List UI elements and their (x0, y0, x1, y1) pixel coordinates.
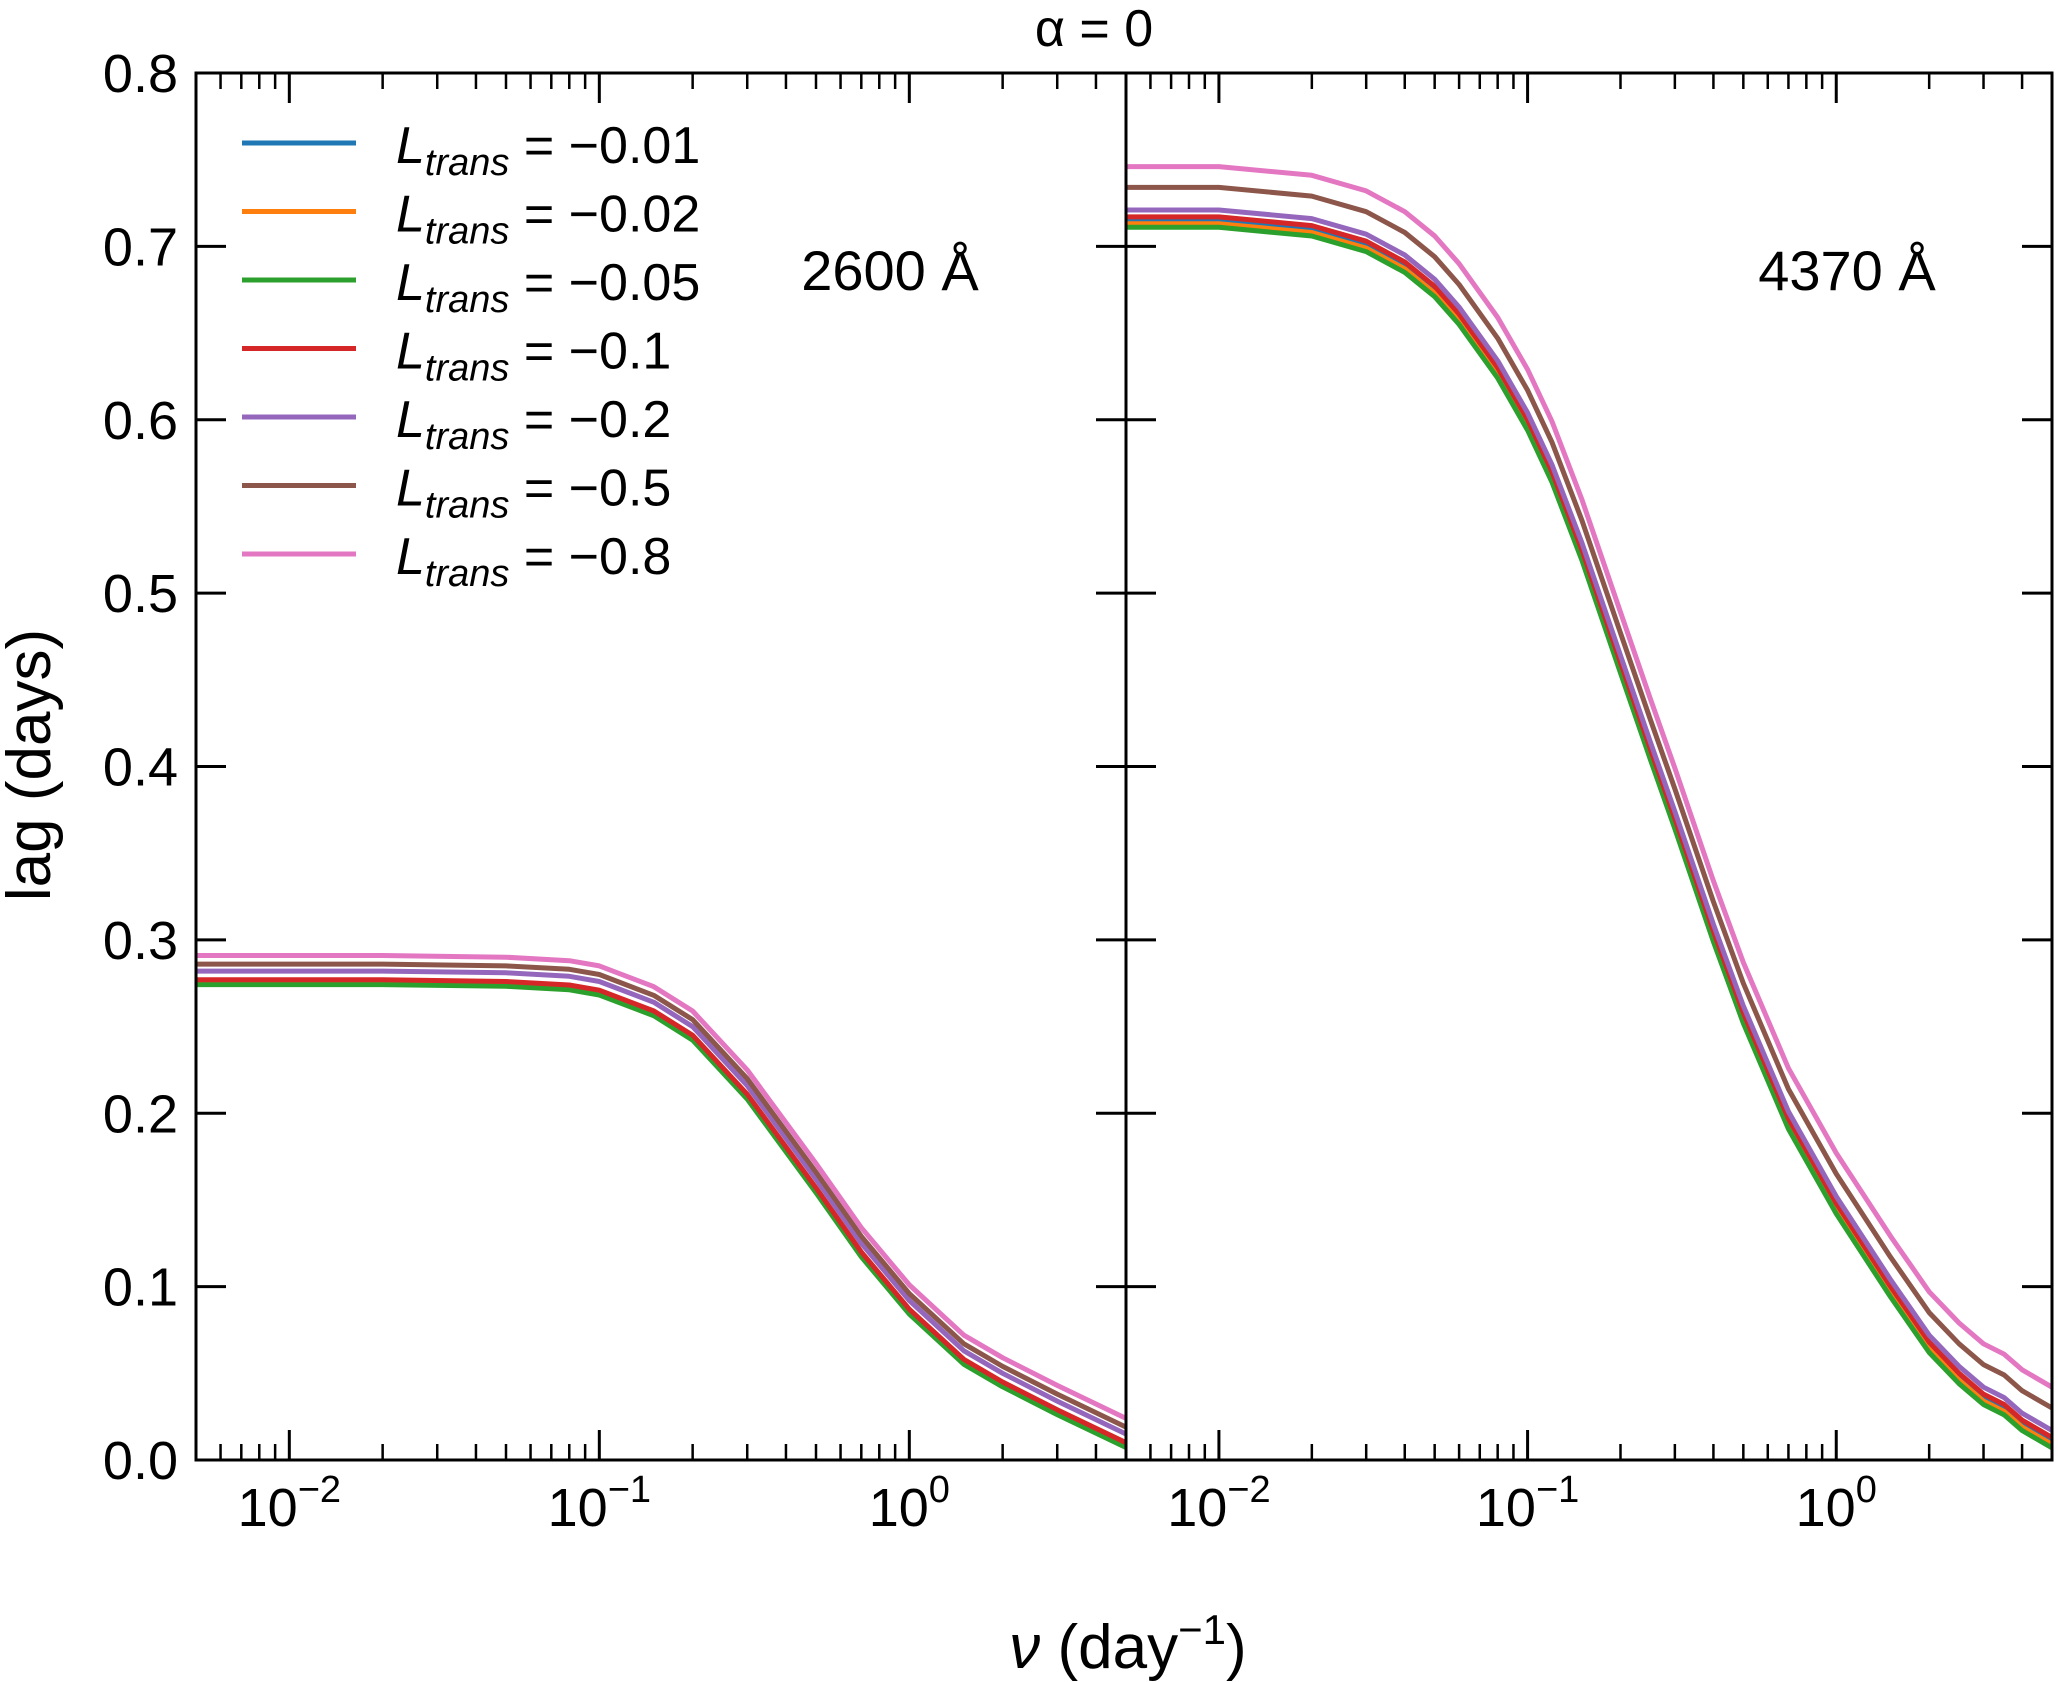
legend-symbol: L (396, 391, 425, 449)
panel-frame-1 (1124, 71, 2054, 1462)
x-tick-label-base: 10 (548, 1478, 608, 1538)
legend-value: = −0.01 (509, 117, 700, 175)
series-line-p1-5 (1126, 184, 2052, 1411)
y-tick-label-8: 0.8 (103, 44, 178, 104)
legend-subscript: trans (425, 279, 509, 321)
x-tick-label-exp: −2 (298, 1469, 341, 1511)
legend-subscript: trans (425, 553, 509, 595)
legend-symbol: L (396, 117, 425, 175)
legend-symbol: L (396, 528, 425, 586)
series-line-p1-0 (1126, 217, 2052, 1444)
legend-subscript: trans (425, 485, 509, 527)
x-tick-label-exp: 0 (929, 1469, 950, 1511)
series-line-p0-6 (196, 953, 1126, 1421)
x-tick-label-p0-2: 100 (869, 1469, 950, 1538)
legend-label-6: Ltrans = −0.8 (396, 528, 671, 595)
legend-label-3: Ltrans = −0.1 (396, 323, 671, 390)
legend-value: = −0.02 (509, 186, 700, 244)
x-axis-label-exp: −1 (1178, 1606, 1226, 1653)
legend-subscript: trans (425, 211, 509, 253)
x-tick-label-p1-0: 10−2 (1167, 1469, 1270, 1538)
x-tick-label-base: 10 (238, 1478, 298, 1538)
legend-symbol: L (396, 460, 425, 518)
legend-symbol: L (396, 186, 425, 244)
y-axis-label: lag (days) (0, 629, 64, 901)
legend-subscript: trans (425, 142, 509, 184)
legend-value: = −0.5 (509, 460, 671, 518)
legend-label-5: Ltrans = −0.5 (396, 460, 671, 527)
series-line-p0-4 (196, 968, 1126, 1437)
y-tick-label-5: 0.5 (103, 564, 178, 624)
series-line-p1-4 (1126, 207, 2052, 1433)
series-line-p0-3 (196, 977, 1126, 1445)
x-axis-label-unit: (day (1040, 1613, 1178, 1682)
x-tick-label-exp: 0 (1856, 1469, 1877, 1511)
series-line-p1-3 (1126, 214, 2052, 1440)
x-axis-label-close: ) (1226, 1613, 1247, 1682)
series-line-p1-6 (1126, 164, 2052, 1390)
legend-subscript: trans (425, 416, 509, 458)
legend-label-2: Ltrans = −0.05 (396, 254, 700, 321)
x-axis-label: ν (day−1) (1009, 1606, 1246, 1682)
y-tick-label-0: 0.0 (103, 1431, 178, 1491)
series-line-p0-2 (196, 982, 1126, 1450)
y-tick-label-2: 0.2 (103, 1084, 178, 1144)
legend-value: = −0.05 (509, 254, 700, 312)
y-tick-label-7: 0.7 (103, 217, 178, 277)
legend-label-0: Ltrans = −0.01 (396, 117, 700, 184)
legend-value: = −0.1 (509, 323, 671, 381)
x-tick-label-base: 10 (1167, 1478, 1227, 1538)
panel-label-2600: 2600 Å (801, 239, 979, 302)
y-tick-label-4: 0.4 (103, 738, 178, 798)
series-line-p1-1 (1126, 221, 2052, 1447)
legend-label-1: Ltrans = −0.02 (396, 186, 700, 253)
x-tick-label-base: 10 (1476, 1478, 1536, 1538)
x-tick-label-exp: −1 (608, 1469, 651, 1511)
x-tick-label-p1-1: 10−1 (1476, 1469, 1579, 1538)
legend-symbol: L (396, 323, 425, 381)
x-axis-label-nu: ν (1009, 1613, 1040, 1682)
x-tick-label-p0-1: 10−1 (548, 1469, 651, 1538)
y-tick-label-1: 0.1 (103, 1258, 178, 1318)
panel-label-4370: 4370 Å (1758, 239, 1936, 302)
legend-value: = −0.8 (509, 528, 671, 586)
chart-title: α = 0 (1035, 0, 1153, 58)
legend-symbol: L (396, 254, 425, 312)
legend-value: = −0.2 (509, 391, 671, 449)
legend-label-4: Ltrans = −0.2 (396, 391, 671, 458)
x-tick-label-base: 10 (869, 1478, 929, 1538)
x-tick-label-exp: −1 (1536, 1469, 1579, 1511)
y-tick-label-3: 0.3 (103, 911, 178, 971)
series-line-p1-2 (1126, 224, 2052, 1451)
x-tick-label-base: 10 (1796, 1478, 1856, 1538)
legend-subscript: trans (425, 348, 509, 390)
x-tick-label-p1-2: 100 (1796, 1469, 1877, 1538)
x-tick-label-p0-0: 10−2 (238, 1469, 341, 1538)
x-tick-label-exp: −2 (1227, 1469, 1270, 1511)
y-tick-label-6: 0.6 (103, 391, 178, 451)
plot-layer: 10−2 10−1 100 10−2 10−1 1000.00.10.20.30.40.5… (103, 44, 2054, 1538)
series-line-p0-5 (196, 961, 1126, 1430)
